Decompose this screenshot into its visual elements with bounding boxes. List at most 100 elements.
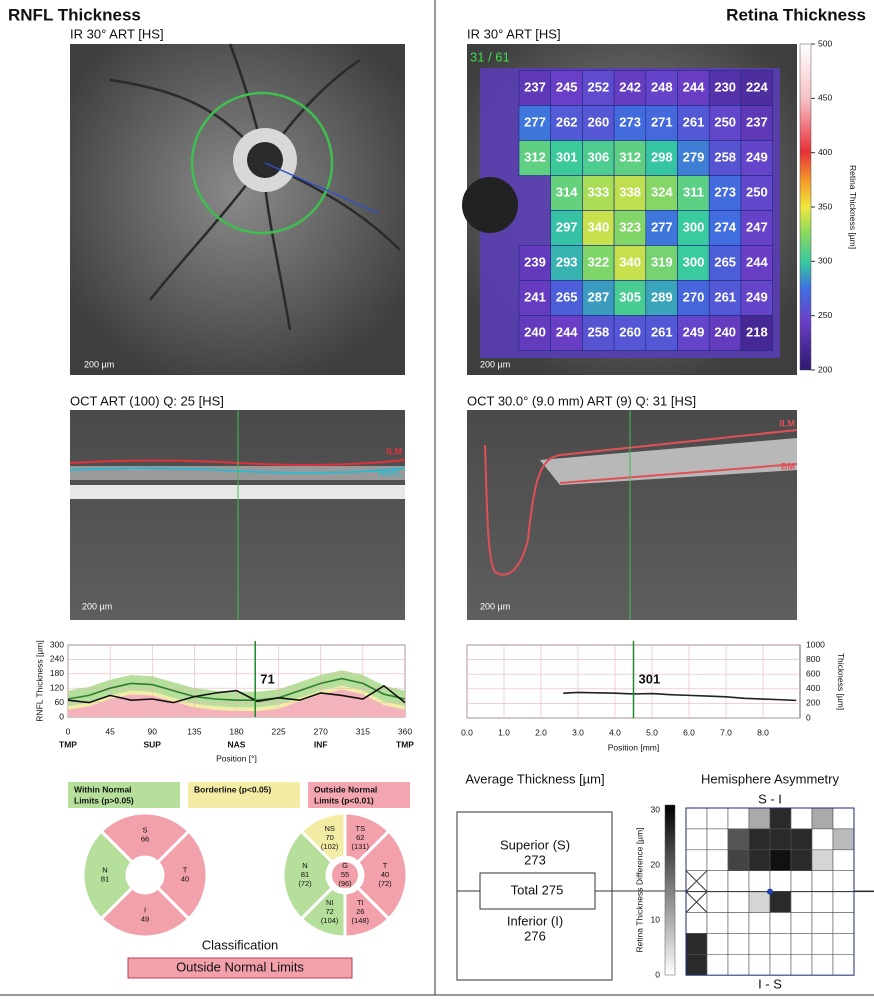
thickness-value: 252 [588, 79, 610, 94]
thickness-cell [613, 140, 647, 176]
thickness-value: 311 [683, 184, 704, 199]
colorbar-tick-label: 200 [818, 364, 832, 374]
thickness-value: 319 [651, 254, 673, 269]
sector-text: 66 [141, 834, 149, 843]
asymmetry-cell [769, 912, 792, 934]
sector [81, 829, 135, 921]
thickness-value: 300 [683, 219, 705, 234]
difference-axis-label: Retina Thickness Difference [µm] [634, 827, 644, 952]
x-region-label: SUP [144, 739, 162, 749]
asymmetry-cell [832, 828, 855, 851]
asymmetry-cell [811, 912, 834, 934]
legend-label: Borderline (p<0.05) [194, 784, 271, 794]
legend-swatch [68, 782, 180, 808]
thickness-cell [550, 175, 583, 211]
sector-text: (148) [352, 916, 370, 925]
thickness-cell [677, 70, 710, 106]
asymmetry-cell [685, 953, 708, 976]
sector [99, 811, 191, 865]
scale-label: 200 µm [82, 601, 112, 611]
x-tick-label: 7.0 [720, 727, 732, 737]
sector-text: I [144, 905, 146, 914]
thickness-value: 261 [683, 114, 705, 129]
asymmetry-cell [706, 933, 729, 955]
thickness-cell [613, 245, 647, 281]
asymmetry-cell [790, 953, 813, 976]
asymmetry-cell [811, 870, 834, 892]
asymmetry-cell [769, 870, 792, 892]
legend-swatch [308, 782, 410, 808]
thickness-value: 340 [619, 254, 641, 269]
thickness-value: 314 [556, 184, 578, 199]
asymmetry-cell [706, 849, 729, 871]
difference-tick-label: 10 [651, 914, 661, 924]
colorbar-tick-label: 400 [818, 147, 832, 157]
asymmetry-cell [769, 828, 792, 851]
hemisphere-top: S - I [758, 791, 782, 806]
thickness-value: 277 [651, 219, 673, 234]
sector-text: S [142, 825, 147, 834]
thickness-value: 312 [524, 149, 546, 164]
asymmetry-cell [748, 891, 771, 913]
colorbar-label: Retina Thickness [µm] [848, 165, 858, 249]
thickness-cell [645, 210, 678, 246]
sector-text: T [183, 865, 188, 874]
thickness-value: 340 [588, 219, 610, 234]
y-tick-label: 200 [806, 698, 820, 708]
thickness-cell [740, 280, 773, 316]
asymmetry-cell [727, 953, 750, 976]
thickness-value: 261 [714, 289, 736, 304]
thickness-cell [582, 70, 615, 106]
x-tick-label: 270 [314, 726, 328, 736]
x-tick-label: 0 [66, 726, 71, 736]
y-tick-label: 300 [50, 639, 64, 649]
thickness-cell [645, 175, 678, 211]
asymmetry-cell [685, 849, 708, 871]
data-line [67, 684, 406, 704]
asymmetry-cell [832, 891, 855, 913]
sector-text: (104) [321, 916, 339, 925]
asymmetry-cell [790, 891, 813, 913]
asymmetry-cell [727, 828, 750, 851]
thickness-cell [740, 175, 773, 211]
scale-label: 200 µm [480, 601, 510, 611]
sector-text: 81 [101, 874, 109, 883]
thickness-cell [550, 315, 583, 351]
thickness-cell [677, 175, 710, 211]
thickness-value: 265 [714, 254, 736, 269]
colorbar [799, 43, 812, 371]
superior-value: 273 [524, 852, 546, 867]
sector-text: T [383, 861, 388, 870]
asymmetry-cell [727, 807, 750, 830]
asymmetry-cell [727, 933, 750, 955]
x-region-label: NAS [228, 739, 246, 749]
thickness-value: 237 [524, 79, 546, 94]
total-box [479, 872, 596, 910]
thickness-cell [740, 210, 773, 246]
x-axis-label: Position [°] [216, 753, 257, 763]
fundus-image [70, 44, 405, 375]
thickness-value: 297 [556, 219, 578, 234]
sector-text: NS [324, 824, 334, 833]
average-title: Average Thickness [µm] [465, 771, 604, 786]
cursor-value: 71 [260, 671, 274, 686]
x-tick-label: 1.0 [498, 727, 510, 737]
sector-text: 40 [381, 870, 389, 879]
thickness-cell [613, 105, 647, 141]
x-tick-label: 0.0 [461, 727, 473, 737]
asymmetry-cell [727, 891, 750, 913]
colorbar-tick-label: 450 [818, 93, 832, 103]
asymmetry-cell [811, 953, 834, 976]
asymmetry-cell [769, 933, 792, 955]
asymmetry-cell [769, 891, 792, 913]
asymmetry-cell [832, 807, 855, 830]
y-tick-label: 0 [806, 712, 811, 722]
excluded-mark [685, 891, 708, 913]
hemisphere-bottom: I - S [758, 976, 782, 991]
center-disc [129, 859, 161, 891]
asymmetry-cell [811, 933, 834, 955]
thickness-value: 260 [588, 114, 610, 129]
y-tick-label: 180 [50, 668, 64, 678]
asymmetry-cell [811, 849, 834, 871]
x-tick-label: 4.0 [609, 727, 621, 737]
